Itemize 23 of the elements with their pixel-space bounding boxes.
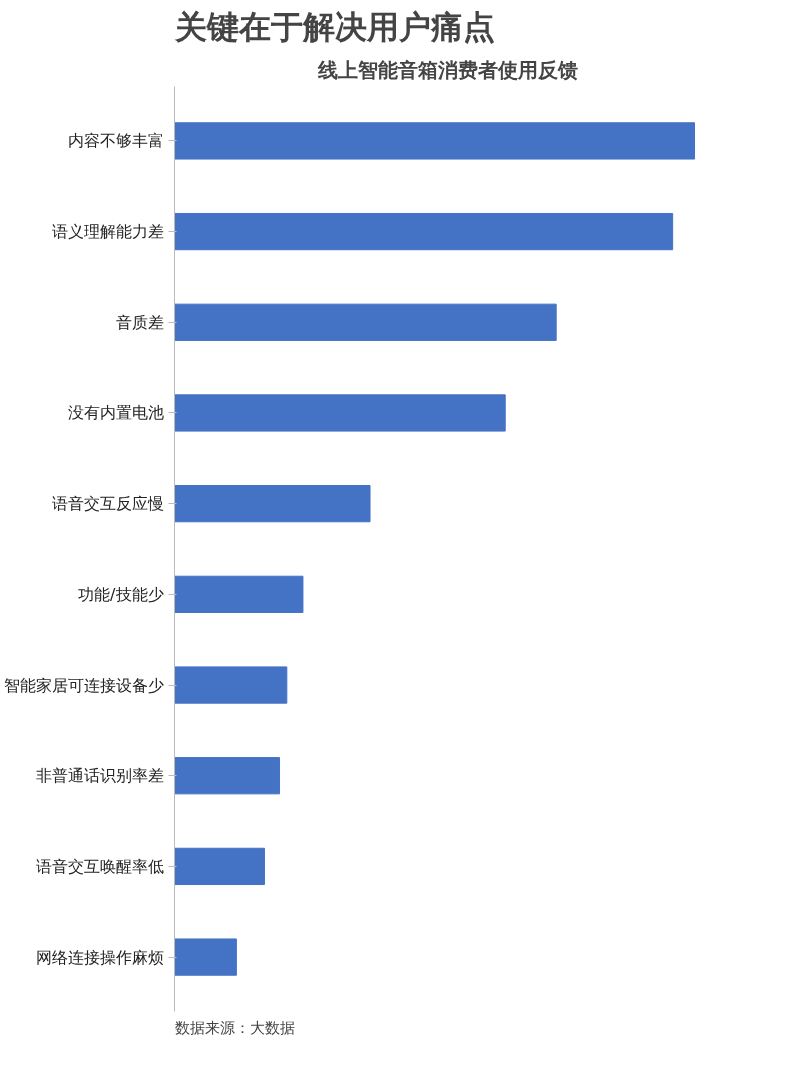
y-tick-label: 智能家居可连接设备少 [3, 675, 164, 695]
y-tick-label: 网络连接操作麻烦 [35, 947, 164, 967]
bar [174, 122, 695, 160]
bar [174, 757, 281, 795]
y-tick-label: 没有内置电池 [67, 403, 164, 423]
y-tick-label: 音质差 [115, 312, 164, 332]
bar [174, 666, 288, 704]
source-note: 数据来源：大数据 [174, 1018, 295, 1036]
y-tick-label: 语义理解能力差 [51, 222, 164, 242]
bar [174, 847, 265, 886]
bar [174, 485, 371, 523]
y-tick-label: 语音交互唤醒率低 [35, 856, 164, 876]
y-tick-label: 非普通话识别率差 [35, 766, 164, 786]
chart-subtitle: 线上智能音箱消费者使用反馈 [316, 57, 578, 82]
bar [174, 303, 557, 341]
bar [174, 938, 237, 976]
bar [174, 212, 674, 251]
bar [174, 575, 304, 613]
chart-title: 关键在于解决用户痛点 [173, 7, 495, 46]
y-tick-label: 功能/技能少 [78, 584, 164, 604]
y-tick-label: 语音交互反应慢 [51, 494, 164, 514]
bar [174, 394, 506, 432]
y-tick-label: 内容不够丰富 [67, 131, 164, 151]
